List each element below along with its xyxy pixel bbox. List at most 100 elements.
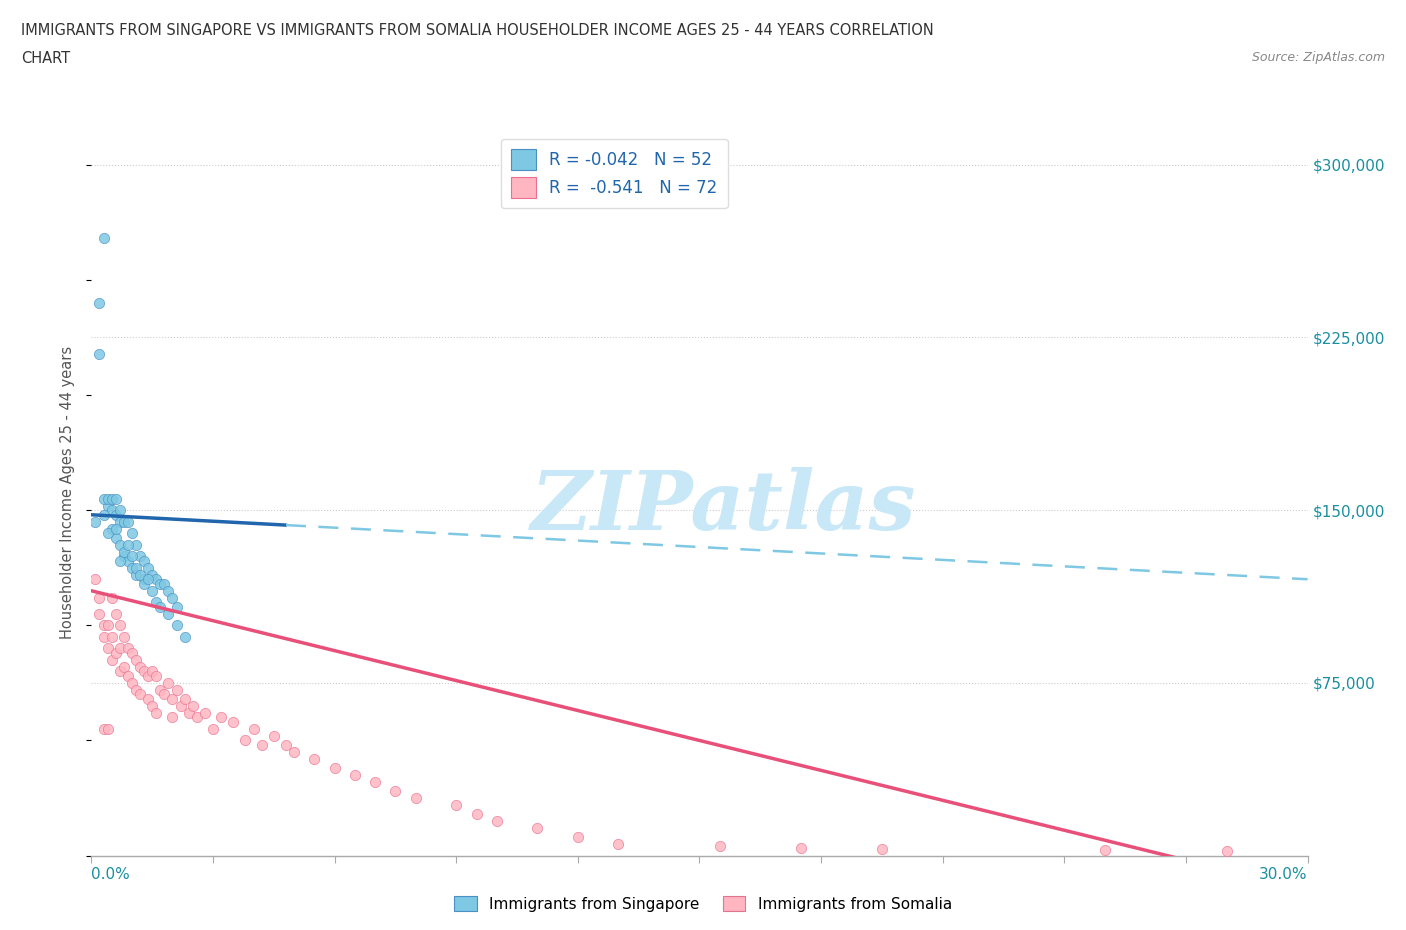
Point — [235, 733, 257, 748]
Point — [145, 705, 167, 720]
Point — [323, 761, 346, 776]
Point — [149, 683, 172, 698]
Point — [112, 659, 135, 674]
Point — [129, 659, 152, 674]
Point — [132, 664, 155, 679]
Point — [242, 722, 264, 737]
Point — [132, 572, 155, 587]
Point — [117, 669, 139, 684]
Point — [274, 737, 297, 752]
Point — [100, 491, 122, 506]
Y-axis label: Householder Income Ages 25 - 44 years: Householder Income Ages 25 - 44 years — [60, 346, 76, 640]
Point — [136, 572, 159, 587]
Point — [129, 567, 152, 582]
Point — [1094, 843, 1116, 857]
Point — [108, 538, 131, 552]
Point — [173, 630, 195, 644]
Point — [222, 714, 245, 729]
Point — [108, 618, 131, 632]
Legend: Immigrants from Singapore, Immigrants from Somalia: Immigrants from Singapore, Immigrants fr… — [449, 889, 957, 918]
Point — [108, 641, 131, 656]
Point — [93, 722, 115, 737]
Legend: R = -0.042   N = 52, R =  -0.541   N = 72: R = -0.042 N = 52, R = -0.541 N = 72 — [501, 139, 728, 208]
Point — [177, 705, 200, 720]
Point — [121, 525, 143, 540]
Point — [157, 583, 180, 598]
Point — [136, 692, 159, 707]
Point — [100, 503, 122, 518]
Point — [100, 653, 122, 668]
Point — [250, 737, 273, 752]
Point — [117, 641, 139, 656]
Point — [108, 553, 131, 568]
Point — [129, 687, 152, 702]
Point — [112, 630, 135, 644]
Point — [121, 549, 143, 564]
Point — [145, 669, 167, 684]
Point — [97, 491, 120, 506]
Point — [162, 591, 184, 605]
Text: IMMIGRANTS FROM SINGAPORE VS IMMIGRANTS FROM SOMALIA HOUSEHOLDER INCOME AGES 25 : IMMIGRANTS FROM SINGAPORE VS IMMIGRANTS … — [21, 23, 934, 38]
Point — [136, 560, 159, 575]
Point — [121, 675, 143, 690]
Text: CHART: CHART — [21, 51, 70, 66]
Point — [153, 577, 176, 591]
Point — [364, 775, 387, 790]
Point — [104, 606, 127, 621]
Point — [84, 514, 107, 529]
Point — [89, 346, 111, 361]
Point — [709, 839, 731, 854]
Point — [304, 751, 326, 766]
Point — [93, 491, 115, 506]
Point — [567, 830, 589, 844]
Point — [132, 553, 155, 568]
Point — [108, 664, 131, 679]
Point — [117, 514, 139, 529]
Point — [125, 560, 148, 575]
Point — [104, 521, 127, 536]
Point — [202, 722, 225, 737]
Point — [93, 618, 115, 632]
Point — [89, 606, 111, 621]
Point — [465, 806, 488, 821]
Text: Source: ZipAtlas.com: Source: ZipAtlas.com — [1251, 51, 1385, 64]
Point — [870, 842, 893, 857]
Point — [141, 583, 163, 598]
Point — [166, 618, 188, 632]
Point — [125, 567, 148, 582]
Point — [141, 664, 163, 679]
Point — [141, 698, 163, 713]
Point — [173, 692, 195, 707]
Point — [108, 514, 131, 529]
Point — [149, 577, 172, 591]
Point — [104, 530, 127, 545]
Point — [162, 692, 184, 707]
Point — [104, 491, 127, 506]
Point — [166, 683, 188, 698]
Point — [149, 600, 172, 615]
Point — [93, 508, 115, 523]
Point — [97, 641, 120, 656]
Point — [84, 572, 107, 587]
Text: ZIPatlas: ZIPatlas — [531, 468, 917, 548]
Point — [104, 508, 127, 523]
Point — [405, 790, 427, 805]
Point — [125, 683, 148, 698]
Point — [166, 600, 188, 615]
Point — [169, 698, 191, 713]
Point — [194, 705, 217, 720]
Point — [112, 514, 135, 529]
Point — [384, 784, 406, 799]
Point — [93, 630, 115, 644]
Point — [526, 820, 548, 835]
Point — [162, 710, 184, 724]
Point — [93, 231, 115, 246]
Point — [108, 503, 131, 518]
Point — [89, 296, 111, 311]
Point — [97, 525, 120, 540]
Point — [263, 728, 285, 743]
Point — [343, 767, 366, 782]
Point — [157, 606, 180, 621]
Point — [141, 567, 163, 582]
Point — [125, 653, 148, 668]
